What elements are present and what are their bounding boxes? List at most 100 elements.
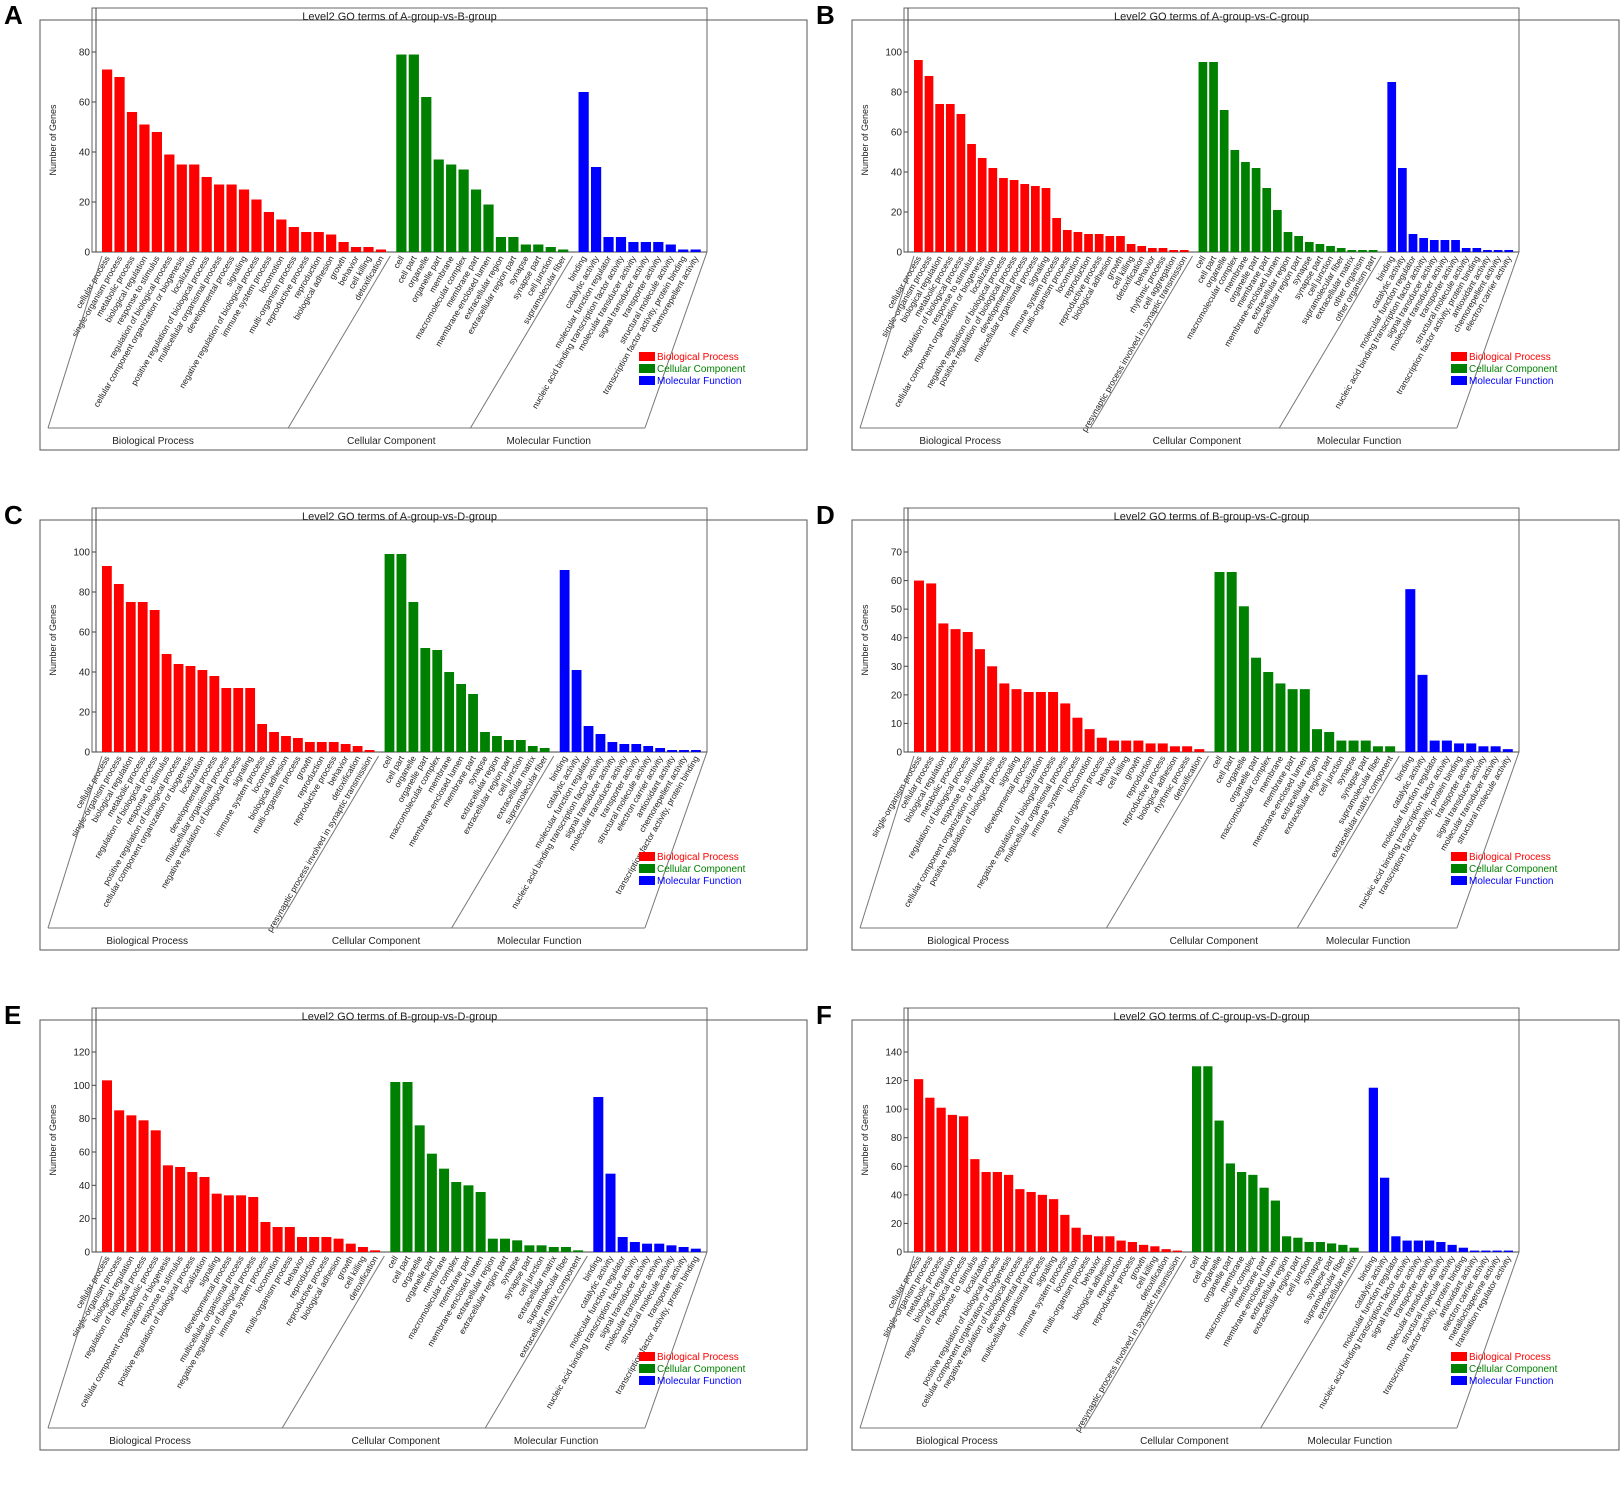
legend-label: Molecular Function — [657, 1376, 741, 1387]
bar-bp — [1084, 234, 1093, 252]
bar-bp — [981, 1172, 991, 1252]
bar-mf — [678, 1247, 689, 1252]
bar-mf — [1478, 746, 1489, 752]
bar-cc — [1273, 210, 1282, 252]
bar-mf — [1451, 240, 1460, 252]
bar-bp — [345, 1243, 356, 1252]
bar-bp — [260, 1222, 271, 1252]
panel-frame — [851, 1019, 1620, 1451]
bar-bp — [114, 77, 125, 252]
group-label: Molecular Function — [506, 436, 590, 447]
y-tick-label: 40 — [891, 1190, 903, 1201]
legend-label: Biological Process — [657, 352, 739, 363]
bar-bp — [1026, 1192, 1036, 1252]
bar-bp — [1094, 234, 1104, 252]
legend-swatch-mf — [1451, 376, 1467, 385]
bar-mf — [665, 244, 676, 252]
bar-bp — [304, 742, 315, 752]
bar-cc — [1225, 1163, 1235, 1252]
bar-bp — [950, 629, 961, 752]
bar-bp — [138, 1120, 149, 1252]
y-tick-label: 40 — [891, 633, 903, 644]
panel-letter: D — [816, 500, 835, 530]
bar-bp — [151, 132, 162, 252]
y-tick-label: 140 — [885, 1048, 902, 1059]
bar-bp — [293, 738, 303, 752]
bar-mf — [1387, 82, 1397, 252]
bar-mf — [1481, 1250, 1491, 1252]
y-tick-label: 40 — [79, 668, 91, 679]
bar-cc — [548, 1247, 559, 1252]
bar-bp — [352, 746, 363, 752]
bar-mf — [666, 1245, 677, 1252]
bar-cc — [545, 247, 556, 252]
bar-cc — [433, 159, 444, 252]
bar-bp — [276, 219, 287, 252]
bar-mf — [1502, 749, 1513, 752]
group-separator — [1296, 755, 1400, 929]
legend-swatch-bp — [639, 352, 655, 361]
group-separator — [1456, 1251, 1520, 1429]
group-separator — [859, 1255, 915, 1429]
bar-cc — [527, 746, 538, 752]
bar-bp — [1073, 232, 1083, 252]
bar-bp — [370, 1250, 381, 1252]
bar-bp — [924, 76, 934, 252]
group-label: Cellular Component — [1170, 936, 1259, 947]
group-separator — [1278, 255, 1382, 429]
bar-cc — [1237, 1172, 1247, 1252]
group-label: Biological Process — [916, 1436, 998, 1447]
bar-cc — [408, 54, 419, 252]
legend-swatch-mf — [639, 876, 655, 885]
bar-cc — [512, 1240, 523, 1252]
bar-bp — [1094, 1236, 1104, 1252]
y-tick-label: 50 — [891, 605, 903, 616]
bar-bp — [126, 112, 138, 252]
group-label: Molecular Function — [1317, 436, 1401, 447]
bar-bp — [988, 168, 998, 252]
bar-bp — [1023, 692, 1034, 752]
bar-cc — [1263, 672, 1274, 752]
bar-bp — [936, 1107, 946, 1252]
bar-cc — [1251, 657, 1262, 752]
bar-cc — [446, 164, 457, 252]
bar-cc — [1304, 1242, 1314, 1252]
legend-swatch-cc — [1451, 864, 1467, 873]
legend-swatch-bp — [1451, 852, 1467, 861]
go-bar-chart-a-vs-d: Level2 GO terms of A-group-vs-D-group Num… — [39, 507, 808, 951]
bar-bp — [284, 1227, 295, 1252]
panel-letter: F — [816, 1000, 832, 1030]
bar-mf — [628, 242, 639, 252]
y-tick-label: 10 — [891, 719, 903, 730]
bar-bp — [962, 632, 973, 752]
bar-bp — [914, 60, 923, 252]
bar-mf — [667, 750, 677, 752]
bar-bp — [1096, 737, 1107, 752]
y-tick-label: 100 — [885, 48, 902, 59]
group-separator — [644, 251, 708, 429]
bar-bp — [999, 683, 1010, 752]
bar-cc — [1312, 729, 1322, 752]
bar-cc — [515, 740, 526, 752]
bar-mf — [678, 249, 689, 252]
bar-mf — [617, 1237, 628, 1252]
legend-swatch-cc — [639, 1364, 655, 1373]
group-separator — [470, 255, 573, 429]
bar-cc — [1324, 732, 1335, 752]
bar-bp — [1109, 740, 1119, 752]
bar-bp — [987, 666, 998, 752]
legend-swatch-mf — [1451, 876, 1467, 885]
bar-cc — [396, 54, 407, 252]
bar-cc — [1203, 1066, 1213, 1252]
bar-bp — [1161, 1249, 1171, 1252]
bar-cc — [1336, 740, 1347, 752]
bar-cc — [451, 1182, 462, 1252]
bar-cc — [432, 650, 443, 752]
bar-mf — [605, 1173, 616, 1252]
legend-swatch-mf — [1451, 1376, 1467, 1385]
bar-bp — [1031, 186, 1040, 252]
bar-bp — [150, 1130, 161, 1252]
legend-label: Molecular Function — [1469, 376, 1553, 387]
group-separator — [1456, 251, 1520, 429]
bar-bp — [1148, 248, 1157, 252]
